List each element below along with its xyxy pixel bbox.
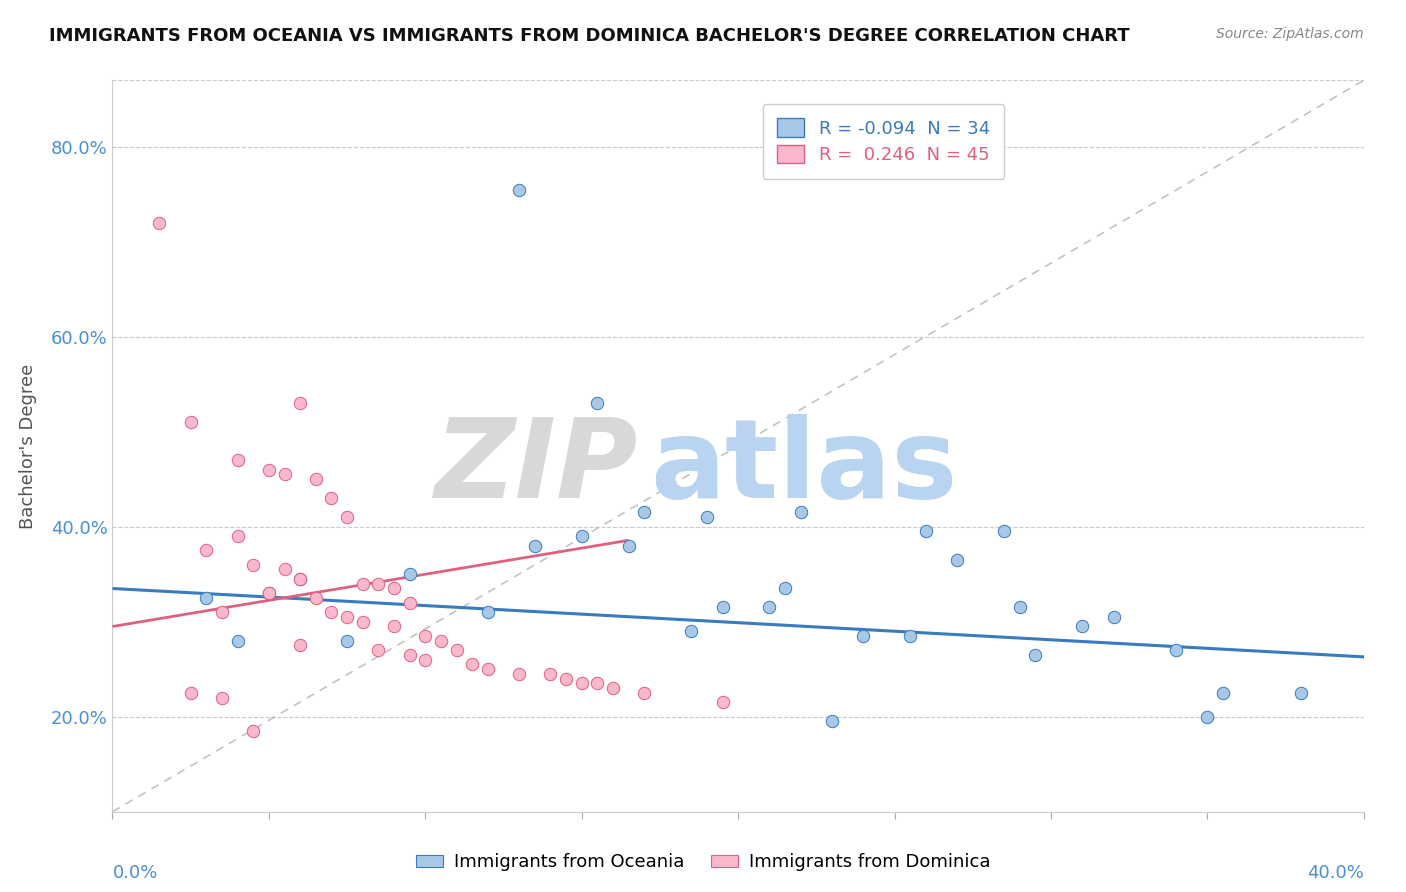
Point bbox=[257, 463, 280, 477]
Point bbox=[257, 586, 280, 600]
Point bbox=[1102, 610, 1125, 624]
Point bbox=[711, 600, 734, 615]
Text: ZIP: ZIP bbox=[434, 415, 638, 522]
Legend: Immigrants from Oceania, Immigrants from Dominica: Immigrants from Oceania, Immigrants from… bbox=[408, 847, 998, 879]
Point bbox=[242, 723, 264, 738]
Point bbox=[321, 605, 343, 619]
Point bbox=[336, 633, 359, 648]
Y-axis label: Bachelor's Degree: Bachelor's Degree bbox=[18, 363, 37, 529]
Point bbox=[180, 686, 202, 700]
Point bbox=[382, 582, 405, 596]
Point bbox=[1212, 686, 1234, 700]
Point bbox=[633, 686, 655, 700]
Point bbox=[508, 182, 530, 196]
Text: 40.0%: 40.0% bbox=[1308, 864, 1364, 882]
Point bbox=[681, 624, 703, 639]
Point bbox=[1384, 662, 1406, 676]
Point bbox=[398, 648, 420, 662]
Text: atlas: atlas bbox=[651, 415, 957, 522]
Point bbox=[586, 396, 609, 410]
Point bbox=[617, 539, 640, 553]
Point bbox=[415, 653, 437, 667]
Point bbox=[790, 506, 813, 520]
Legend: R = -0.094  N = 34, R =  0.246  N = 45: R = -0.094 N = 34, R = 0.246 N = 45 bbox=[762, 104, 1004, 178]
Point bbox=[477, 662, 499, 676]
Point bbox=[290, 396, 312, 410]
Point bbox=[148, 216, 170, 230]
Point bbox=[290, 572, 312, 586]
Point bbox=[398, 596, 420, 610]
Point bbox=[1008, 600, 1031, 615]
Point bbox=[915, 524, 938, 539]
Point bbox=[211, 605, 233, 619]
Point bbox=[993, 524, 1015, 539]
Point bbox=[242, 558, 264, 572]
Text: IMMIGRANTS FROM OCEANIA VS IMMIGRANTS FROM DOMINICA BACHELOR'S DEGREE CORRELATIO: IMMIGRANTS FROM OCEANIA VS IMMIGRANTS FR… bbox=[49, 27, 1130, 45]
Point bbox=[382, 619, 405, 633]
Point bbox=[321, 491, 343, 506]
Point bbox=[586, 676, 609, 690]
Point bbox=[195, 543, 218, 558]
Text: 0.0%: 0.0% bbox=[112, 864, 157, 882]
Point bbox=[852, 629, 875, 643]
Point bbox=[367, 643, 389, 657]
Point bbox=[415, 629, 437, 643]
Point bbox=[946, 553, 969, 567]
Point bbox=[821, 714, 844, 729]
Point bbox=[305, 591, 328, 605]
Point bbox=[446, 643, 468, 657]
Point bbox=[508, 667, 530, 681]
Point bbox=[290, 572, 312, 586]
Point bbox=[898, 629, 921, 643]
Point bbox=[226, 453, 249, 467]
Point bbox=[711, 696, 734, 710]
Point bbox=[195, 591, 218, 605]
Point bbox=[273, 562, 295, 576]
Point bbox=[290, 639, 312, 653]
Point bbox=[273, 467, 295, 482]
Point bbox=[477, 605, 499, 619]
Point bbox=[180, 415, 202, 429]
Point bbox=[696, 510, 718, 524]
Point bbox=[1024, 648, 1046, 662]
Point bbox=[1071, 619, 1094, 633]
Point bbox=[633, 506, 655, 520]
Point bbox=[336, 610, 359, 624]
Point bbox=[305, 472, 328, 486]
Point bbox=[367, 576, 389, 591]
Point bbox=[257, 586, 280, 600]
Point bbox=[226, 529, 249, 543]
Point bbox=[352, 615, 374, 629]
Point bbox=[398, 567, 420, 582]
Point bbox=[226, 633, 249, 648]
Point bbox=[211, 690, 233, 705]
Point bbox=[758, 600, 780, 615]
Point bbox=[461, 657, 484, 672]
Point bbox=[773, 582, 796, 596]
Point bbox=[571, 529, 593, 543]
Point bbox=[602, 681, 624, 696]
Text: Source: ZipAtlas.com: Source: ZipAtlas.com bbox=[1216, 27, 1364, 41]
Point bbox=[571, 676, 593, 690]
Point bbox=[336, 510, 359, 524]
Point bbox=[430, 633, 453, 648]
Point bbox=[555, 672, 578, 686]
Point bbox=[1166, 643, 1188, 657]
Point bbox=[523, 539, 546, 553]
Point bbox=[352, 576, 374, 591]
Point bbox=[540, 667, 562, 681]
Point bbox=[1291, 686, 1313, 700]
Point bbox=[1197, 710, 1219, 724]
